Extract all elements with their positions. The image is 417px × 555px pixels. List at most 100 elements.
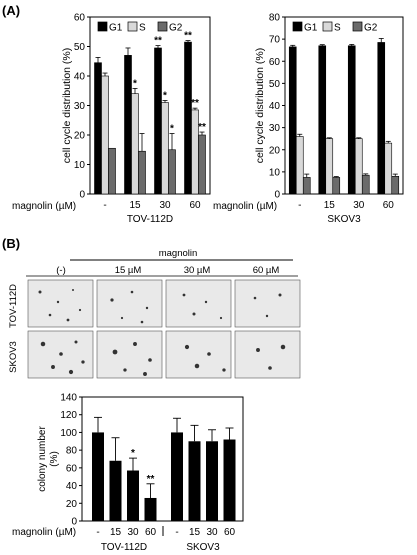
colony-ytick-label: 60 [66,463,78,474]
photo-col-label-0: (-) [56,265,66,276]
colony-dot-0-0-3 [48,313,52,317]
tov-xlabel: magnolin (µM) [12,201,76,212]
tov-bar-g2-2 [168,149,176,195]
skov-ytick-label: 10 [269,167,281,178]
photo-col-label-2: 30 µM [184,265,211,276]
tov-bar-g2-1 [138,150,146,195]
skov-bar-g1-3 [377,42,386,195]
skov-xtick-label-0: - [298,200,301,211]
colony-photo-skov3-2 [165,330,232,379]
colony-xtick-label-skov3-0: - [175,527,178,538]
photo-col-label-1: 15 µM [115,265,142,276]
skov-ytick-label: 80 [269,13,281,24]
tov-xtick-label-1: 15 [129,200,141,211]
tov-xtick-label-2: 30 [159,200,171,211]
colony-dot-0-3-2 [265,314,269,318]
tov-bar-s-1 [131,93,139,195]
tov-ytick-label: 30 [74,101,86,112]
tov-bar-g2-0 [108,147,116,195]
colony-dot-1-2-2 [194,363,200,369]
colony-xtick-label-tov-112d-1: 15 [110,527,122,538]
tov-significance-g2-3: ** [198,122,206,133]
colony-dot-0-1-1 [130,290,134,294]
tov-significance-g1-2: ** [154,36,162,47]
colony-xtick-label-tov-112d-0: - [96,527,99,538]
colony-dot-0-0-0 [38,290,42,294]
skov-ytick-label: 40 [269,101,281,112]
tov-ytick-label: 0 [79,190,85,201]
colony-dot-0-2-3 [219,316,223,320]
skov-cell-line-label: SKOV3 [327,214,361,225]
colony-dot-1-2-1 [207,352,211,356]
colony-dot-1-0-0 [40,341,46,347]
tov-significance-s-3: ** [191,98,199,109]
colony-dot-1-1-4 [143,372,147,376]
colony-xtick-label-skov3-3: 60 [224,527,236,538]
skov-legend-label-g1: G1 [304,23,318,34]
tov-ylabel: cell cycle distribution (%) [61,48,73,164]
photo-header: magnolin [159,248,198,259]
skov-bar-g2-1 [332,177,341,195]
tov-significance-s-2: * [163,90,167,101]
skov-ytick-label: 30 [269,123,281,134]
colony-dot-0-2-1 [204,300,208,304]
colony-photo-tov-112d-2 [165,279,232,328]
colony-photos [27,279,301,379]
colony-dot-0-0-4 [78,308,82,312]
colony-dot-0-2-0 [182,293,186,297]
skov-bar-g2-2 [361,174,370,195]
colony-dot-1-0-3 [51,365,55,369]
colony-xtick-label-skov3-2: 30 [206,527,218,538]
skov-ytick-label: 50 [269,79,281,90]
colony-dot-1-3-1 [280,344,286,350]
chart-tov112d-cell-cycle: 0 10 20 30 40 50 60 cell cycle distribution (%)… [12,13,211,225]
tov-xtick-label-0: - [103,200,106,211]
colony-dot-0-0-1 [56,300,60,304]
tov-bar-g1-3 [184,41,192,195]
skov-xtick-label-2: 30 [353,200,365,211]
colony-dot-0-0-5 [66,318,70,322]
colony-xtick-label-skov3-1: 15 [189,527,201,538]
colony-bar-skov3-0 [171,432,183,521]
photo-row-label-tov112d: TOV-112D [8,284,19,328]
colony-dot-1-1-1 [133,342,137,346]
colony-photo-tov-112d-1 [96,279,163,328]
skov-ytick-label: 0 [274,190,280,201]
colony-xtick-label-tov-112d-2: 30 [127,527,139,538]
colony-dot-1-0-4 [81,360,85,364]
skov-ytick-label: 20 [269,145,281,156]
tov-xtick-label-3: 60 [189,200,201,211]
colony-ytick-label: 120 [60,410,77,421]
colony-bar-skov3-3 [223,439,236,521]
skov-ytick-label: 70 [269,35,281,46]
tov-legend-label-g1: G1 [109,23,123,34]
colony-dot-0-3-0 [253,296,257,300]
colony-group-label-tov-112d: TOV-112D [101,542,147,553]
tov-legend-swatch-g1 [97,21,108,32]
tov-significance-g2-2: * [170,124,174,135]
colony-ytick-label: 80 [66,446,78,457]
colony-dot-1-1-3 [123,368,127,372]
colony-dot-1-1-2 [148,358,152,362]
tov-legend-label-s: S [139,23,146,34]
colony-photo-skov3-1 [96,330,163,379]
skov-bar-s-2 [354,138,363,195]
colony-dot-1-2-0 [184,344,190,350]
tov-bar-s-0 [101,75,109,195]
colony-xlabel: magnolin (µM) [12,527,76,538]
tov-ytick-label: 20 [74,131,86,142]
colony-significance-2: * [131,448,135,459]
tov-ytick-label: 50 [74,42,86,53]
colony-bar-skov3-2 [206,441,218,521]
colony-photo-tov-112d-0 [27,279,94,328]
tov-legend-swatch-s [127,21,138,32]
colony-dot-1-0-2 [74,340,78,344]
tov-bar-s-2 [161,102,169,195]
skov-bar-g1-1 [318,45,327,195]
skov-xtick-label-1: 15 [324,200,336,211]
colony-dot-0-1-0 [110,298,114,302]
colony-dot-1-1-0 [112,349,118,355]
skov-bar-s-3 [384,142,393,195]
